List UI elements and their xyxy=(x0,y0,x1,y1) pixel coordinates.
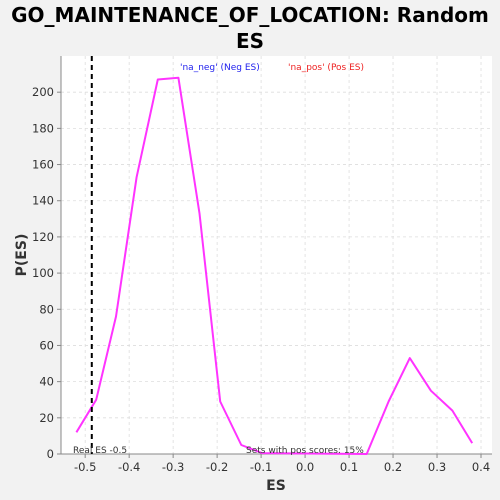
y-tick-label: 140 xyxy=(32,194,54,208)
legend-pos: 'na_pos' (Pos ES) xyxy=(288,63,364,73)
x-tick-label: -0.3 xyxy=(162,460,184,474)
legend-neg: 'na_neg' (Neg ES) xyxy=(180,63,260,73)
real-es-annotation: Real ES -0.5 xyxy=(73,446,127,456)
x-tick-label: -0.2 xyxy=(206,460,228,474)
y-tick-label: 80 xyxy=(39,302,54,316)
x-tick-label: 0.1 xyxy=(340,460,358,474)
x-tick-label: 0.3 xyxy=(428,460,446,474)
y-tick-label: 0 xyxy=(47,447,54,461)
series-layer xyxy=(75,76,474,455)
plot-area xyxy=(61,56,492,454)
x-tick-label: 0.0 xyxy=(296,460,314,474)
chart-title-line1: GO_MAINTENANCE_OF_LOCATION: Random ES xyxy=(11,3,489,53)
axes: -0.5 -0.4 -0.3 -0.2 -0.1 0.0 0.1 0.2 0.3 0.4 0 20 40… xyxy=(32,56,492,474)
y-tick-label: 20 xyxy=(39,411,54,425)
series-line xyxy=(75,76,474,455)
pos-scores-annotation: Sets with pos scores: 15% xyxy=(246,446,364,456)
y-tick-label: 120 xyxy=(32,230,54,244)
y-tick-label: 160 xyxy=(32,158,54,172)
x-tick-label: 0.4 xyxy=(472,460,490,474)
y-tick-label: 100 xyxy=(32,266,54,280)
x-tick-label: -0.4 xyxy=(118,460,140,474)
y-tick-label: 60 xyxy=(39,338,54,352)
y-tick-label: 180 xyxy=(32,121,54,135)
x-tick-label: -0.1 xyxy=(250,460,272,474)
y-axis-label: P(ES) xyxy=(14,234,30,277)
x-tick-label: 0.2 xyxy=(384,460,402,474)
x-axis-label: ES xyxy=(266,478,286,494)
y-tick-label: 200 xyxy=(32,85,54,99)
grid xyxy=(61,56,492,455)
y-tick-label: 40 xyxy=(39,375,54,389)
x-tick-label: -0.5 xyxy=(74,460,96,474)
